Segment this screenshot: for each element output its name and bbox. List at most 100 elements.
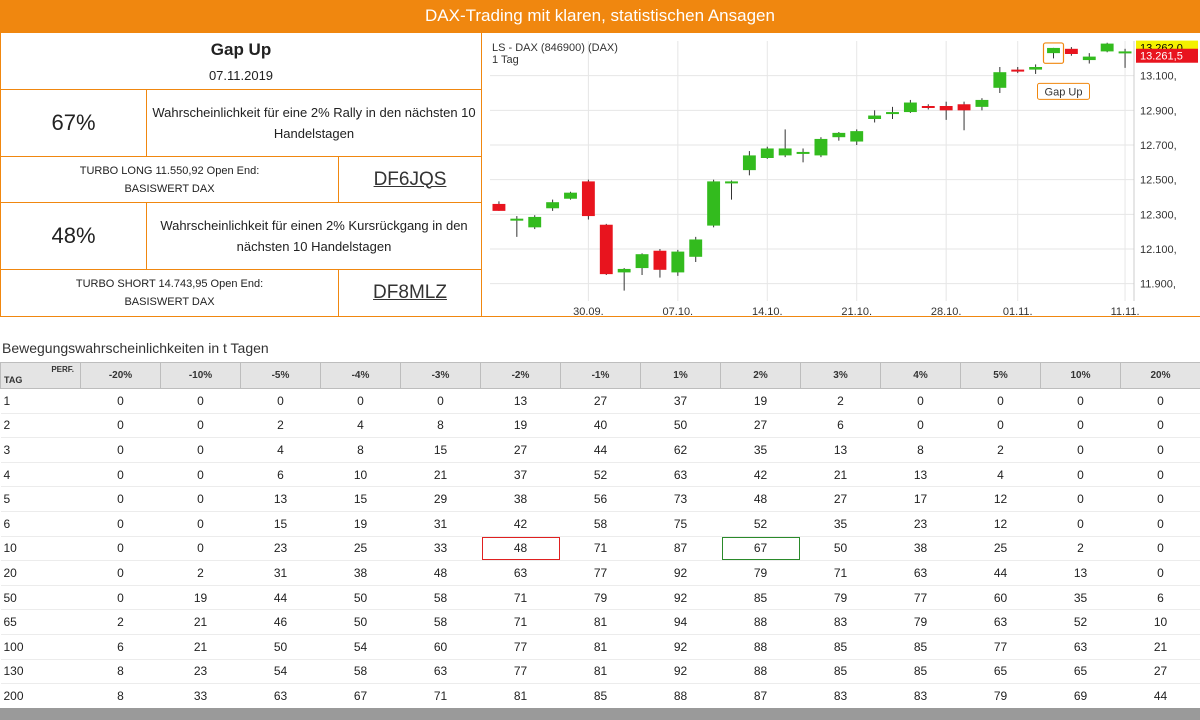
x-tick-label: 07.10. — [663, 306, 694, 316]
candlestick-chart: 11.900, 12.100, 12.300, 12.500, 12.700, 12.90… — [482, 33, 1200, 318]
table-cell: 79 — [880, 609, 961, 635]
table-cell: 33 — [160, 683, 241, 709]
table-cell: 54 — [320, 634, 401, 660]
table-cell: 0 — [160, 388, 241, 414]
table-cell: 60 — [960, 585, 1041, 611]
table-cell: 0 — [160, 511, 241, 537]
table-cell: 37 — [640, 388, 721, 414]
table-cell: 27 — [560, 388, 641, 414]
table-cell: 38 — [880, 536, 961, 562]
horizontal-scrollbar[interactable] — [0, 708, 1200, 720]
candle — [1011, 67, 1025, 74]
long-percent-cell: 67% — [0, 89, 147, 157]
table-cell: 0 — [80, 462, 161, 488]
table-cell: 27 — [800, 486, 881, 512]
table-cell: 71 — [800, 560, 881, 586]
table-cell: 94 — [640, 609, 721, 635]
table-cell: 56 — [560, 486, 641, 512]
table-cell: 38 — [320, 560, 401, 586]
column-header: -10% — [160, 362, 241, 389]
candle — [707, 179, 721, 228]
table-cell: 13 — [800, 437, 881, 463]
long-wkn-cell[interactable]: DF6JQS — [338, 156, 482, 203]
long-underlying: BASISWERT DAX — [124, 182, 215, 195]
table-cell: 52 — [560, 462, 641, 488]
table-row: 4 0 0 6 10 21 37 52 63 42 21 13 4 0 0 — [0, 462, 1200, 488]
candle — [528, 215, 542, 230]
row-day: 3 — [0, 437, 81, 463]
table-cell: 79 — [560, 585, 641, 611]
table-cell: 10 — [1120, 609, 1200, 635]
header-title: DAX-Trading mit klaren, statistischen An… — [425, 6, 775, 25]
table-cell: 44 — [960, 560, 1041, 586]
candle — [939, 101, 953, 120]
row-day: 200 — [0, 683, 81, 709]
column-header: 1% — [640, 362, 721, 389]
x-tick-label: 28.10. — [931, 306, 962, 316]
candle — [975, 98, 989, 111]
candle — [832, 132, 846, 141]
table-cell: 88 — [720, 634, 801, 660]
table-cell: 44 — [560, 437, 641, 463]
table-cell: 17 — [880, 486, 961, 512]
short-description: Wahrscheinlichkeit für einen 2% Kursrück… — [160, 218, 468, 254]
y-tick-label: 12.700, — [1140, 140, 1177, 152]
table-cell: 62 — [640, 437, 721, 463]
table-cell: 0 — [960, 388, 1041, 414]
table-cell: 23 — [160, 659, 241, 685]
table-cell: 6 — [1120, 585, 1200, 611]
candle — [635, 253, 649, 275]
table-cell: 0 — [80, 388, 161, 414]
table-cell: 35 — [720, 437, 801, 463]
candle — [868, 110, 882, 123]
table-cell: 0 — [880, 413, 961, 439]
row-day: 50 — [0, 585, 81, 611]
table-cell: 35 — [1040, 585, 1121, 611]
candle — [599, 223, 613, 275]
y-tick-label: 12.900, — [1140, 105, 1177, 117]
table-cell: 21 — [160, 634, 241, 660]
table-row: 200 8 33 63 67 71 81 85 88 87 83 83 79 69 44 — [0, 683, 1200, 709]
table-cell: 83 — [880, 683, 961, 709]
table-cell: 85 — [720, 585, 801, 611]
table-cell: 79 — [960, 683, 1041, 709]
table-cell: 63 — [1040, 634, 1121, 660]
table-cell: 71 — [400, 683, 481, 709]
table-cell: 19 — [160, 585, 241, 611]
table-cell: 50 — [800, 536, 881, 562]
gap-up-marker — [1042, 42, 1065, 64]
candle — [581, 179, 595, 220]
x-tick-label: 01.11. — [1003, 306, 1033, 316]
table-cell: 0 — [1040, 413, 1121, 439]
table-cell: 21 — [800, 462, 881, 488]
table-cell: 4 — [960, 462, 1041, 488]
table-cell: 8 — [320, 437, 401, 463]
table-cell: 65 — [1040, 659, 1121, 685]
table-row: 3 0 0 4 8 15 27 44 62 35 13 8 2 0 0 — [0, 437, 1200, 463]
table-row: 6 0 0 15 19 31 42 58 75 52 35 23 12 0 0 — [0, 511, 1200, 537]
column-header: -2% — [480, 362, 561, 389]
long-wkn-link[interactable]: DF6JQS — [373, 168, 447, 190]
short-wkn-link[interactable]: DF8MLZ — [373, 282, 447, 303]
short-product-cell: TURBO SHORT 14.743,95 Open End: BASISWER… — [0, 269, 339, 317]
table-cell: 27 — [720, 413, 801, 439]
table-cell: 77 — [960, 634, 1041, 660]
short-wkn-cell[interactable]: DF8MLZ — [338, 269, 482, 317]
table-row: 5 0 0 13 15 29 38 56 73 48 27 17 12 0 0 — [0, 486, 1200, 512]
column-header: 10% — [1040, 362, 1121, 389]
x-tick-label: 21.10. — [841, 306, 872, 316]
x-tick-label: 14.10. — [752, 306, 783, 316]
column-header: 4% — [880, 362, 961, 389]
candle — [886, 106, 899, 119]
table-cell: 19 — [320, 511, 401, 537]
table-cell: 8 — [880, 437, 961, 463]
price-chart: 11.900, 12.100, 12.300, 12.500, 12.700, 12.90… — [482, 32, 1200, 318]
table-row: 20 0 2 31 38 48 63 77 92 79 71 63 44 13 0 — [0, 560, 1200, 586]
gap-up-annotation-box — [1037, 82, 1090, 100]
table-cell: 63 — [480, 560, 561, 586]
table-cell: 0 — [1040, 462, 1121, 488]
column-header: 3% — [800, 362, 881, 389]
table-cell: 13 — [1040, 560, 1121, 586]
x-tick-label: 11.11. — [1111, 306, 1140, 316]
table-cell: 79 — [720, 560, 801, 586]
